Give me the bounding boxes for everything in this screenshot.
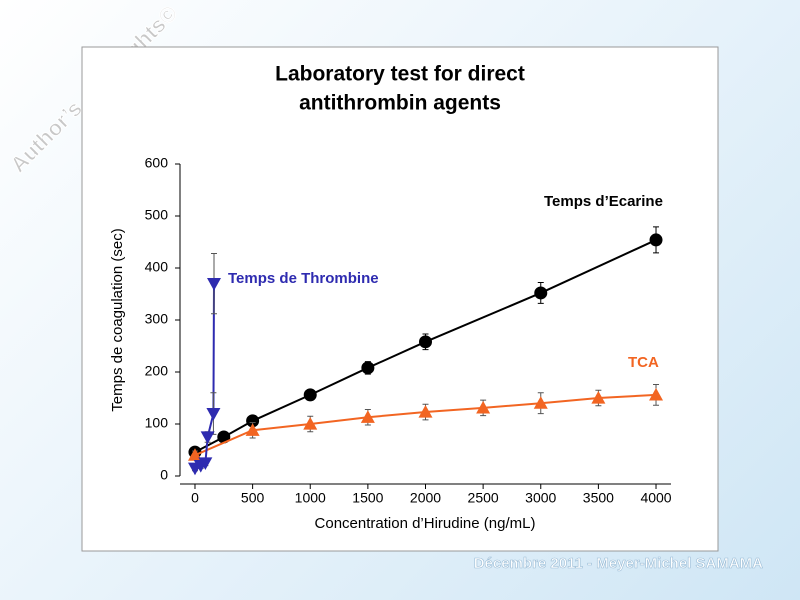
- chart-title: antithrombin agents: [299, 92, 501, 115]
- y-tick-label: 200: [145, 363, 169, 379]
- x-tick-label: 2500: [468, 490, 499, 506]
- footer: Décembre 2011 - Meyer-Michel SAMAMA: [474, 555, 763, 572]
- y-tick-label: 500: [145, 207, 169, 223]
- data-point: [534, 286, 548, 300]
- x-tick-label: 3000: [525, 490, 556, 506]
- data-point: [476, 400, 491, 414]
- data-point: [591, 391, 606, 404]
- data-point: [649, 233, 663, 247]
- series-label: TCA: [628, 354, 659, 371]
- series-label: Temps de Thrombine: [228, 270, 379, 287]
- x-axis-label: Concentration d’Hirudine (ng/mL): [315, 515, 536, 532]
- y-tick-label: 0: [160, 467, 168, 483]
- x-tick-label: 1500: [352, 490, 383, 506]
- y-tick-label: 400: [145, 259, 169, 275]
- data-point: [245, 423, 260, 436]
- data-point: [246, 414, 260, 428]
- series-label: Temps d’Ecarine: [544, 193, 663, 210]
- data-point: [361, 361, 375, 375]
- data-point: [187, 448, 202, 461]
- y-tick-label: 600: [145, 155, 169, 171]
- x-tick-label: 500: [241, 490, 265, 506]
- y-tick-label: 300: [145, 311, 169, 327]
- data-point: [419, 335, 432, 349]
- chart-panel: [81, 46, 719, 552]
- y-axis-label: Temps de coagulation (sec): [109, 228, 126, 411]
- data-point: [198, 457, 213, 470]
- data-point: [418, 405, 433, 418]
- chart-title: Laboratory test for direct: [275, 63, 525, 86]
- data-point: [207, 278, 222, 291]
- data-point: [533, 396, 548, 409]
- data-point: [303, 388, 317, 402]
- y-tick-label: 100: [145, 415, 169, 431]
- x-tick-label: 2000: [410, 490, 441, 506]
- data-point: [649, 387, 664, 401]
- data-point: [206, 408, 221, 421]
- data-point: [200, 431, 215, 444]
- data-point: [303, 417, 318, 430]
- data-point: [360, 410, 375, 423]
- x-tick-label: 1000: [295, 490, 326, 506]
- x-tick-label: 0: [191, 490, 199, 506]
- x-tick-label: 3500: [583, 490, 614, 506]
- x-tick-label: 4000: [640, 490, 671, 506]
